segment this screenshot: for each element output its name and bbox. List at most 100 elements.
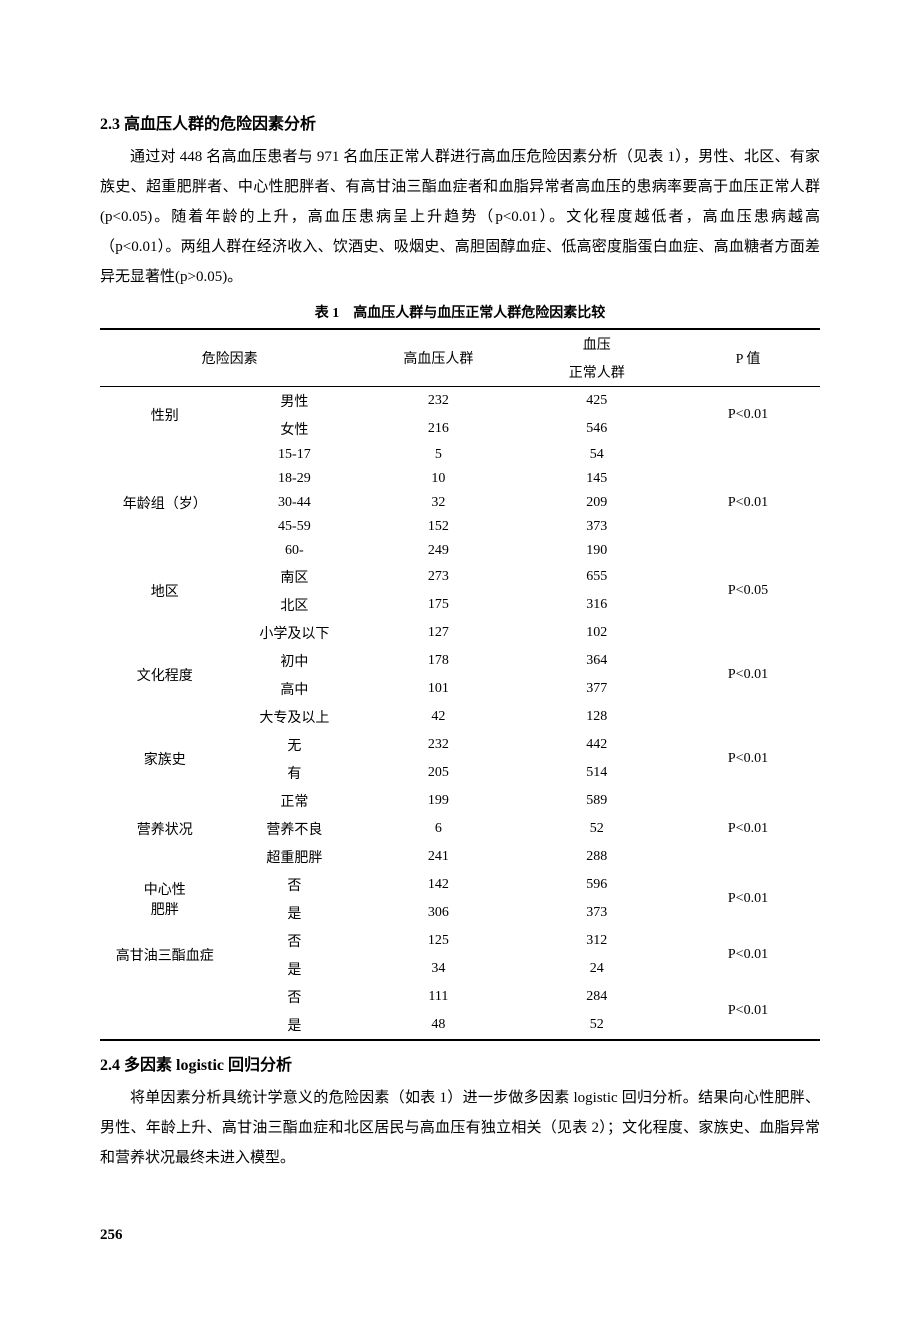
cell-subcategory: 无 <box>230 731 360 759</box>
cell-hbp: 178 <box>359 647 517 675</box>
section-2-3-heading: 2.3 高血压人群的危险因素分析 <box>100 110 820 134</box>
table-1: 危险因素 高血压人群 血压 P 值 正常人群 性别男性232425P<0.01女… <box>100 328 820 1041</box>
cell-normal: 514 <box>518 759 676 787</box>
cell-subcategory: 北区 <box>230 591 360 619</box>
cell-normal: 52 <box>518 815 676 843</box>
cell-hbp: 10 <box>359 467 517 491</box>
cell-subcategory: 否 <box>230 983 360 1011</box>
cell-normal: 312 <box>518 927 676 955</box>
cell-category: 高甘油三酯血症 <box>100 927 230 983</box>
cell-normal: 373 <box>518 515 676 539</box>
cell-subcategory: 60- <box>230 539 360 563</box>
cell-normal: 364 <box>518 647 676 675</box>
cell-hbp: 232 <box>359 731 517 759</box>
cell-subcategory: 高中 <box>230 675 360 703</box>
page: 2.3 高血压人群的危险因素分析 通过对 448 名高血压患者与 971 名血压… <box>0 0 920 1344</box>
cell-normal: 102 <box>518 619 676 647</box>
cell-normal: 209 <box>518 491 676 515</box>
cell-subcategory: 是 <box>230 1011 360 1040</box>
cell-category: 中心性 肥胖 <box>100 871 230 927</box>
cell-hbp: 32 <box>359 491 517 515</box>
table-1-title: 表 1 高血压人群与血压正常人群危险因素比较 <box>100 302 820 322</box>
cell-category <box>100 983 230 1040</box>
cell-subcategory: 女性 <box>230 415 360 443</box>
cell-subcategory: 有 <box>230 759 360 787</box>
cell-normal: 373 <box>518 899 676 927</box>
section-2-4-paragraph: 将单因素分析具统计学意义的危险因素（如表 1）进一步做多因素 logistic … <box>100 1083 820 1173</box>
cell-hbp: 199 <box>359 787 517 815</box>
section-2-4-heading: 2.4 多因素 logistic 回归分析 <box>100 1051 820 1075</box>
cell-hbp: 101 <box>359 675 517 703</box>
cell-subcategory: 营养不良 <box>230 815 360 843</box>
table-row: 性别男性232425P<0.01 <box>100 387 820 416</box>
cell-normal: 190 <box>518 539 676 563</box>
cell-hbp: 34 <box>359 955 517 983</box>
cell-category: 家族史 <box>100 731 230 787</box>
page-number: 256 <box>100 1227 123 1244</box>
th-factor: 危险因素 <box>100 329 359 387</box>
cell-subcategory: 否 <box>230 927 360 955</box>
cell-category: 性别 <box>100 387 230 444</box>
cell-hbp: 306 <box>359 899 517 927</box>
cell-subcategory: 45-59 <box>230 515 360 539</box>
cell-hbp: 273 <box>359 563 517 591</box>
cell-normal: 52 <box>518 1011 676 1040</box>
cell-subcategory: 是 <box>230 955 360 983</box>
cell-p: P<0.01 <box>676 787 820 871</box>
th-hbp: 高血压人群 <box>359 329 517 387</box>
table-row: 年龄组（岁）15-17554P<0.01 <box>100 443 820 467</box>
cell-normal: 24 <box>518 955 676 983</box>
th-p: P 值 <box>676 329 820 387</box>
cell-p: P<0.05 <box>676 563 820 619</box>
cell-category: 地区 <box>100 563 230 619</box>
th-normal-top: 血压 <box>518 329 676 358</box>
cell-hbp: 111 <box>359 983 517 1011</box>
cell-p: P<0.01 <box>676 443 820 563</box>
cell-subcategory: 15-17 <box>230 443 360 467</box>
cell-hbp: 241 <box>359 843 517 871</box>
table-row: 地区南区273655P<0.05 <box>100 563 820 591</box>
cell-p: P<0.01 <box>676 927 820 983</box>
cell-p: P<0.01 <box>676 731 820 787</box>
cell-hbp: 48 <box>359 1011 517 1040</box>
cell-subcategory: 初中 <box>230 647 360 675</box>
section-2-3-paragraph: 通过对 448 名高血压患者与 971 名血压正常人群进行高血压危险因素分析（见… <box>100 142 820 292</box>
cell-p: P<0.01 <box>676 387 820 444</box>
cell-p: P<0.01 <box>676 983 820 1040</box>
cell-hbp: 216 <box>359 415 517 443</box>
cell-subcategory: 小学及以下 <box>230 619 360 647</box>
cell-hbp: 175 <box>359 591 517 619</box>
cell-subcategory: 是 <box>230 899 360 927</box>
cell-normal: 655 <box>518 563 676 591</box>
cell-subcategory: 超重肥胖 <box>230 843 360 871</box>
cell-subcategory: 南区 <box>230 563 360 591</box>
cell-normal: 128 <box>518 703 676 731</box>
cell-subcategory: 18-29 <box>230 467 360 491</box>
table-row: 中心性 肥胖否142596P<0.01 <box>100 871 820 899</box>
cell-normal: 589 <box>518 787 676 815</box>
cell-normal: 54 <box>518 443 676 467</box>
cell-normal: 145 <box>518 467 676 491</box>
cell-hbp: 6 <box>359 815 517 843</box>
table-row: 否111284P<0.01 <box>100 983 820 1011</box>
cell-category: 文化程度 <box>100 619 230 731</box>
cell-hbp: 127 <box>359 619 517 647</box>
cell-category: 营养状况 <box>100 787 230 871</box>
cell-hbp: 205 <box>359 759 517 787</box>
cell-subcategory: 否 <box>230 871 360 899</box>
cell-hbp: 249 <box>359 539 517 563</box>
cell-normal: 316 <box>518 591 676 619</box>
cell-subcategory: 正常 <box>230 787 360 815</box>
cell-category: 年龄组（岁） <box>100 443 230 563</box>
cell-subcategory: 男性 <box>230 387 360 416</box>
cell-normal: 288 <box>518 843 676 871</box>
cell-hbp: 42 <box>359 703 517 731</box>
cell-p: P<0.01 <box>676 619 820 731</box>
table-row: 家族史无232442P<0.01 <box>100 731 820 759</box>
cell-normal: 377 <box>518 675 676 703</box>
cell-subcategory: 大专及以上 <box>230 703 360 731</box>
cell-normal: 442 <box>518 731 676 759</box>
cell-normal: 596 <box>518 871 676 899</box>
th-normal-bottom: 正常人群 <box>518 358 676 387</box>
table-row: 文化程度小学及以下127102P<0.01 <box>100 619 820 647</box>
